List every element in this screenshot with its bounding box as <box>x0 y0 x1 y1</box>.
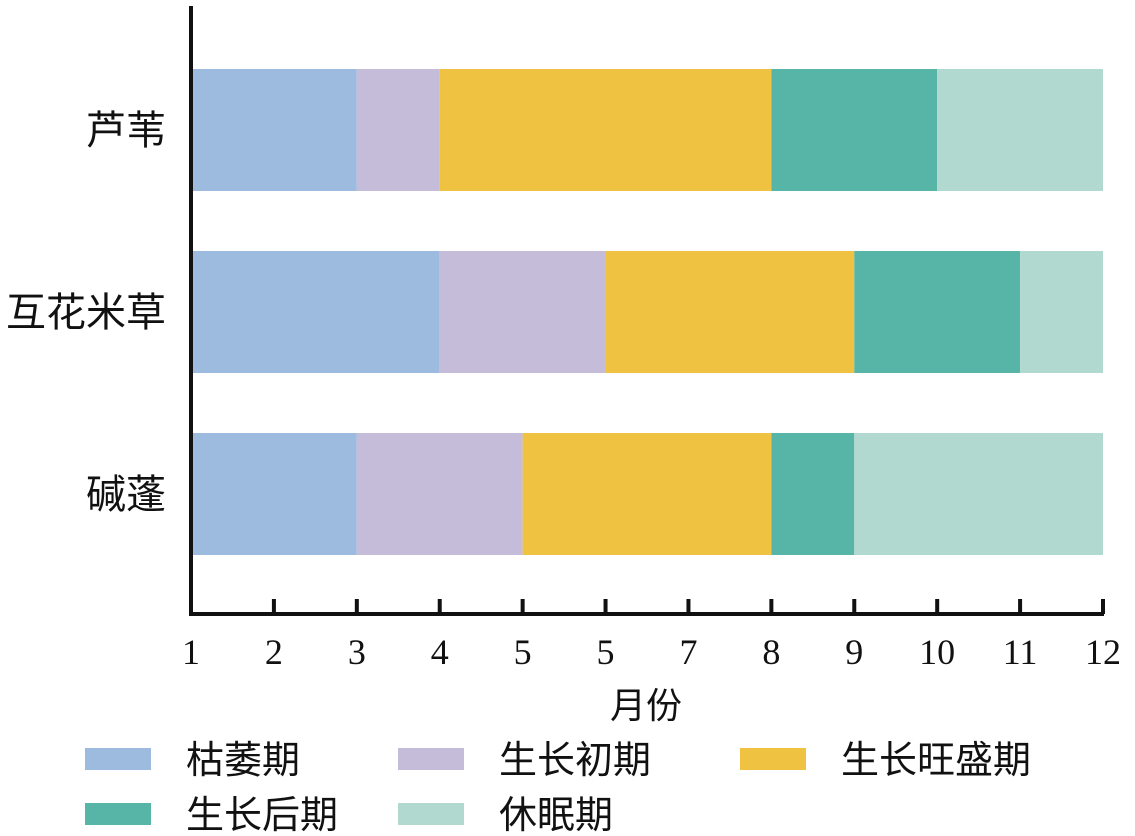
bar-segment-1-0 <box>191 251 440 373</box>
bar-segment-1-2 <box>605 251 855 373</box>
axes-layer <box>189 6 1104 616</box>
category-label-1: 互花米草 <box>6 290 166 336</box>
bar-segment-0-0 <box>191 69 357 191</box>
bar-segment-2-2 <box>522 433 772 555</box>
bar-segment-0-2 <box>439 69 772 191</box>
bar-segment-0-3 <box>771 69 938 191</box>
bar-segment-0-1 <box>356 69 440 191</box>
x-tick-label-3: 4 <box>431 632 449 672</box>
x-tick-label-2: 3 <box>348 632 366 672</box>
legend-label-4: 休眠期 <box>499 793 613 836</box>
bar-segment-2-3 <box>771 433 855 555</box>
bar-segment-1-1 <box>439 251 606 373</box>
legend-label-2: 生长旺盛期 <box>841 738 1031 782</box>
bars-layer <box>191 69 1103 555</box>
legend-label-0: 枯萎期 <box>186 738 300 782</box>
x-tick-label-5: 5 <box>597 632 615 672</box>
legend-swatch-1 <box>398 748 464 770</box>
bar-segment-1-4 <box>1020 251 1103 373</box>
legend-swatch-4 <box>398 803 464 825</box>
x-tick-label-6: 7 <box>679 632 697 672</box>
bar-segment-2-1 <box>356 433 523 555</box>
category-label-0: 芦苇 <box>86 108 166 154</box>
x-tick-label-1: 2 <box>265 632 283 672</box>
x-tick-label-7: 8 <box>762 632 780 672</box>
x-tick-label-9: 10 <box>919 632 955 672</box>
legend-swatch-2 <box>740 748 806 770</box>
legend-swatch-3 <box>85 803 151 825</box>
bar-segment-0-4 <box>937 69 1103 191</box>
legend-label-1: 生长初期 <box>499 738 651 782</box>
bar-segment-1-3 <box>854 251 1021 373</box>
x-tick-label-4: 5 <box>514 632 532 672</box>
x-tick-label-0: 1 <box>182 632 200 672</box>
bar-segment-2-4 <box>854 433 1103 555</box>
x-axis-title: 月份 <box>610 686 682 727</box>
x-tick-label-8: 9 <box>845 632 863 672</box>
x-tick-label-10: 11 <box>1003 632 1038 672</box>
ticks-layer: 1 2 3 4 5 5 7 8 9 10 11 12 <box>182 599 1121 672</box>
category-label-2: 碱蓬 <box>86 472 166 518</box>
legend-label-3: 生长后期 <box>186 793 338 836</box>
legend-swatch-0 <box>85 748 151 770</box>
x-tick-label-11: 12 <box>1085 632 1121 672</box>
bar-segment-2-0 <box>191 433 357 555</box>
